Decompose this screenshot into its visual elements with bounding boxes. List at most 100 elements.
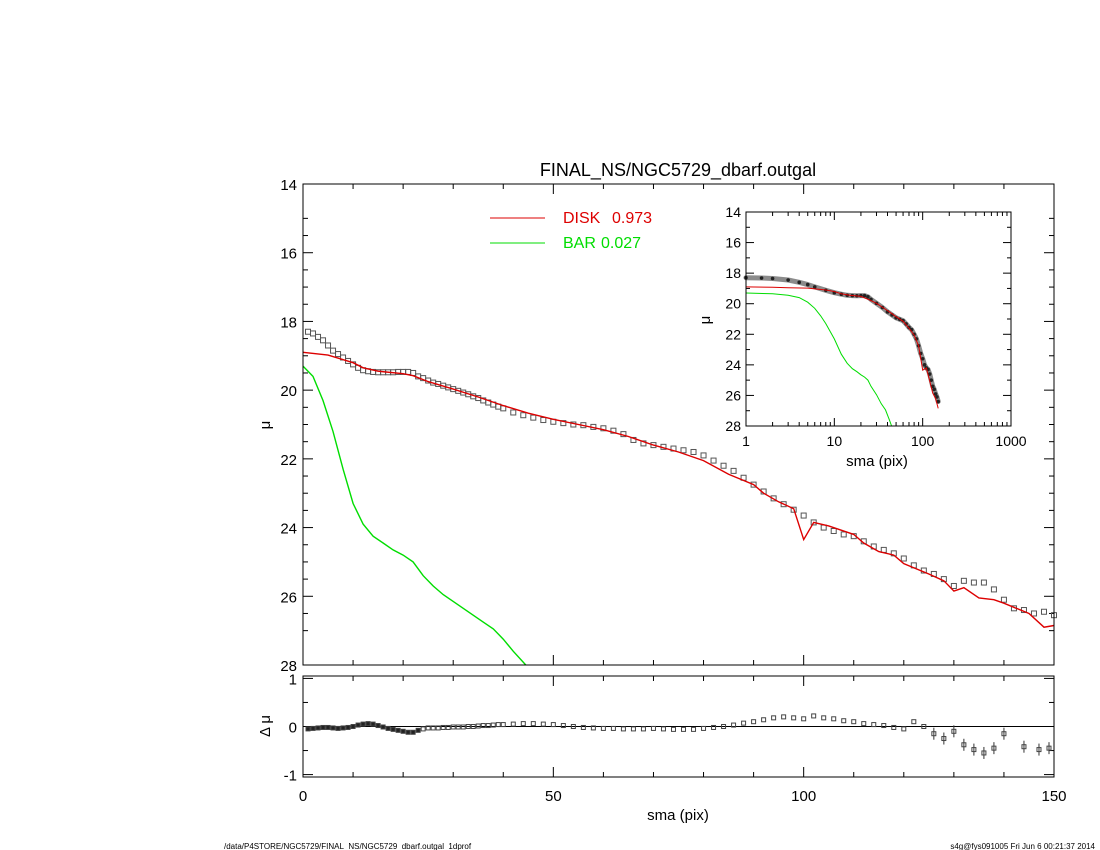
main-data-point [780,501,787,508]
x-tick-label: 100 [791,788,816,805]
residual-data-point [681,726,687,732]
main-data-point [900,555,907,562]
main-y-tick-label: 14 [280,177,297,194]
main-data-point [700,452,707,459]
residual-data-point [981,750,987,756]
inset-data-point [904,322,908,326]
residual-plot-area [305,713,1052,759]
inset-data-point [866,295,870,299]
main-data-point [950,582,957,589]
residual-data-point [380,724,386,730]
residual-data-point [911,719,917,725]
inset-y-tick-label: 14 [725,204,741,220]
main-plot-frame [302,183,1055,666]
residual-data-point [831,716,837,722]
main-series-disk [302,351,1055,628]
residual-data-point [520,721,526,727]
residual-data-point [570,724,576,729]
legend: DISK 0.973 BAR 0.027 [490,210,652,252]
legend-disk-name: DISK [563,210,601,227]
residual-data-point [771,715,777,721]
legend-bar-name: BAR [563,235,596,252]
main-data-point [315,333,322,340]
residual-data-point [305,726,311,732]
x-axis-label: sma (pix) [647,807,709,824]
main-data-point [520,412,527,419]
main-series-bar [302,365,527,666]
inset-x-tick-label: 100 [911,433,935,449]
residual-data-point [375,723,381,729]
residual-data-point [600,725,606,731]
residual-data-point [931,731,937,737]
main-y-tick-label: 16 [280,246,297,263]
main-data-point [640,440,647,447]
inset-y-tick-label: 28 [725,418,741,434]
main-axis-ticks [302,183,1055,666]
inset-data-point [786,278,790,282]
residual-data-point [390,726,396,732]
residual-data-point [470,724,476,729]
residual-data-point [741,720,747,726]
residual-data-point [871,722,877,728]
residual-data-point [791,715,797,721]
residual-data-point [465,724,471,729]
residual-tick-labels: 10-10 50 100 150 [284,671,1067,805]
x-tick-label: 150 [1041,788,1066,805]
main-data-point [610,427,617,434]
residual-y-axis-label: Δ μ [257,715,274,737]
main-data-point [600,425,607,432]
residual-data-point [841,718,847,724]
residual-data-point [1021,744,1027,750]
residual-data-point [560,723,566,729]
inset-data-point [927,372,932,376]
residual-data-point [881,723,887,729]
footer-timestamp: s4g@fys091005 Fri Jun 6 00:21:37 2014 [950,842,1095,850]
residual-data-point [350,724,356,729]
main-data-point [690,448,697,455]
residual-axis-ticks [302,676,1055,777]
legend-disk-value: 0.973 [612,210,652,227]
residual-data-point [921,724,927,729]
residual-data-point [480,723,486,729]
residual-data-point [721,724,727,729]
main-data-point [710,457,717,464]
main-y-tick-labels: 14 16 18 20 22 24 26 28 [280,177,297,675]
inset-y-tick-label: 24 [725,357,741,373]
residual-data-point [971,747,977,753]
main-data-point [630,436,637,443]
residual-data-point [811,713,817,719]
x-tick-label: 50 [545,788,562,805]
main-data-point [830,528,837,535]
main-data-point [305,328,312,335]
residual-data-point [701,725,707,731]
residual-data-point [891,724,897,730]
inset-plot-area [743,275,941,427]
residual-data-point [630,726,636,732]
legend-bar-value: 0.027 [601,235,641,252]
main-y-tick-label: 22 [280,452,297,469]
residual-data-point [660,726,666,732]
residual-data-point [365,721,371,727]
residual-data-point [961,742,967,748]
inset-y-tick-label: 26 [725,387,741,403]
residual-data-point [400,728,406,734]
inset-data-point [920,356,925,361]
inset-data-point [936,399,941,404]
inset-x-axis-label: sma (pix) [846,453,908,470]
residual-data-point [310,725,316,731]
main-plot-area [302,328,1057,666]
inset-series-disk [745,286,939,409]
residual-data-point [500,722,506,728]
main-data-point [510,409,517,416]
inset-data-point [770,276,775,281]
main-y-tick-label: 20 [280,383,297,400]
residual-data-point [951,728,957,734]
inset-x-tick-label: 1000 [995,433,1026,449]
main-y-tick-label: 18 [280,314,297,331]
main-y-tick-label: 28 [280,658,297,675]
residual-data-point [691,726,697,732]
residual-data-point [620,726,626,732]
inset-y-tick-label: 20 [725,296,741,312]
residual-data-point [711,724,717,730]
